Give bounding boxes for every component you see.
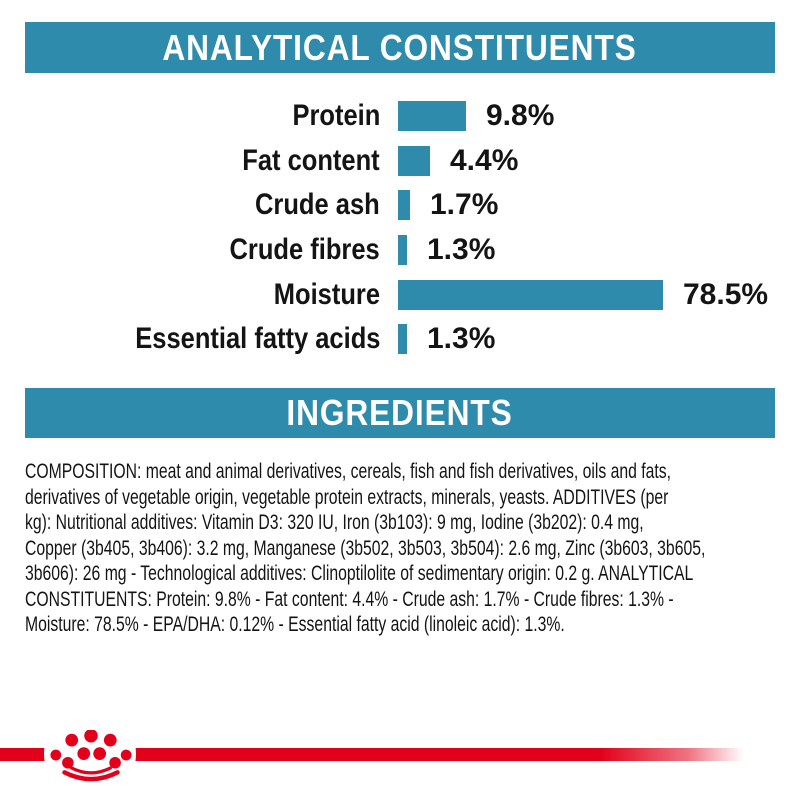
analytical-constituents-chart: Protein 9.8% Fat content 4.4% Crude ash … bbox=[0, 94, 800, 362]
chart-bar bbox=[398, 279, 663, 310]
analytical-constituents-title: ANALYTICAL CONSTITUENTS bbox=[162, 26, 638, 68]
chart-row-crude-ash: Crude ash 1.7% bbox=[0, 183, 800, 228]
chart-row-essential-fatty-acids: Essential fatty acids 1.3% bbox=[0, 317, 800, 362]
chart-value: 1.7% bbox=[430, 188, 499, 222]
brand-red-band bbox=[0, 748, 800, 761]
chart-label: Fat content bbox=[242, 143, 380, 177]
chart-value: 78.5% bbox=[683, 277, 769, 311]
chart-value: 4.4% bbox=[450, 143, 519, 177]
royal-canin-crown-logo-icon bbox=[50, 730, 132, 782]
chart-row-moisture: Moisture 78.5% bbox=[0, 272, 800, 317]
chart-bar bbox=[398, 324, 407, 355]
chart-label: Crude fibres bbox=[229, 233, 380, 267]
chart-label: Protein bbox=[292, 99, 380, 133]
chart-row-fat-content: Fat content 4.4% bbox=[0, 139, 800, 184]
ingredients-composition-text: COMPOSITION: meat and animal derivatives… bbox=[25, 460, 706, 636]
chart-label: Crude ash bbox=[255, 188, 380, 222]
chart-value: 1.3% bbox=[427, 233, 496, 267]
analytical-constituents-banner: ANALYTICAL CONSTITUENTS bbox=[25, 22, 775, 73]
chart-row-protein: Protein 9.8% bbox=[0, 94, 800, 139]
chart-row-crude-fibres: Crude fibres 1.3% bbox=[0, 228, 800, 273]
chart-bar bbox=[398, 101, 466, 132]
chart-label: Moisture bbox=[273, 277, 380, 311]
chart-value: 1.3% bbox=[427, 322, 496, 356]
chart-value: 9.8% bbox=[486, 99, 555, 133]
chart-label: Essential fatty acids bbox=[134, 322, 380, 356]
ingredients-banner: INGREDIENTS bbox=[25, 388, 775, 438]
ingredients-title: INGREDIENTS bbox=[286, 392, 514, 433]
chart-bar bbox=[398, 145, 430, 176]
chart-bar bbox=[398, 235, 407, 266]
chart-bar bbox=[398, 190, 410, 221]
